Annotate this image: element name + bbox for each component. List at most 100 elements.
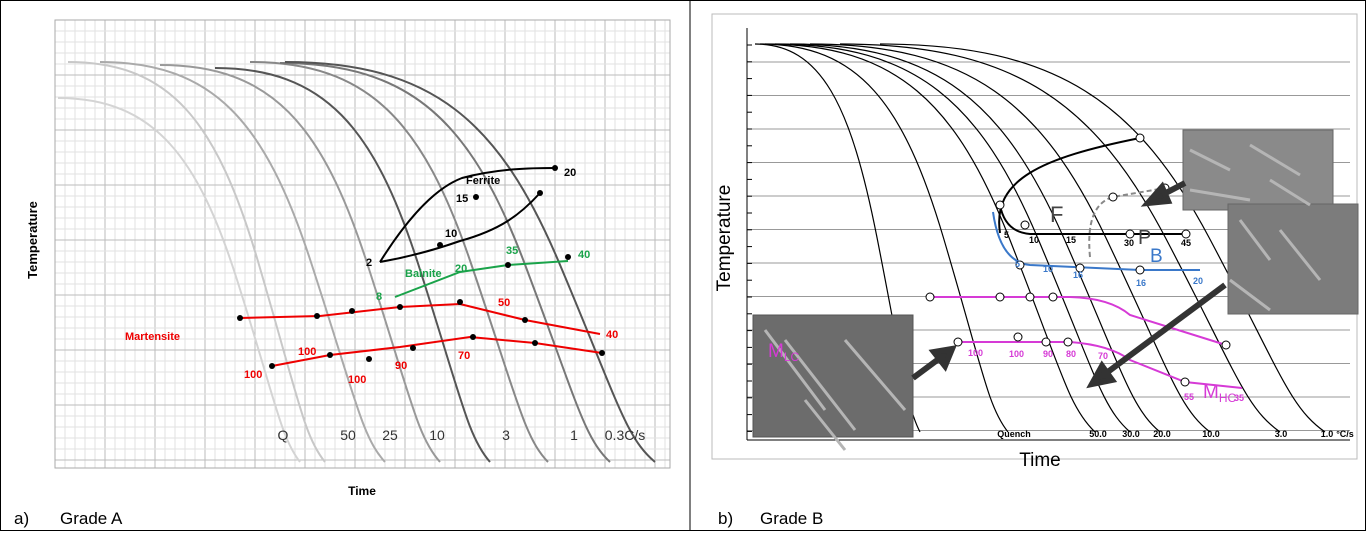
rate-label: 50: [340, 427, 356, 443]
point: [1125, 229, 1135, 239]
point-label: 90: [395, 360, 407, 372]
point: [349, 308, 355, 314]
point-label: 80: [1066, 349, 1076, 359]
phase-label: B: [1150, 246, 1163, 267]
rate-label: 3.0: [1275, 429, 1288, 439]
point: [269, 363, 275, 369]
martensite-line: [958, 341, 1243, 389]
cooling-curve: [284, 61, 656, 463]
y-axis-label: Temperature: [714, 185, 735, 292]
point: [1025, 292, 1035, 302]
point: [995, 200, 1005, 210]
point-label: 2: [366, 257, 372, 269]
points-b: [925, 133, 1231, 387]
point-label: 5: [1015, 259, 1020, 269]
point: [552, 165, 558, 171]
micrograph: [1227, 203, 1359, 315]
point-label: 90: [1043, 349, 1053, 359]
micrograph: [1182, 129, 1334, 211]
rate-label: 50.0: [1089, 429, 1107, 439]
point-label: 8: [376, 291, 382, 303]
point: [599, 350, 605, 356]
point: [522, 317, 528, 323]
point: [397, 304, 403, 310]
cooling-curve: [57, 97, 301, 463]
cooling-curve: [789, 43, 1161, 433]
point: [532, 340, 538, 346]
phase-label: F: [1050, 202, 1063, 227]
point-label: 40: [578, 249, 590, 261]
rate-label: 3: [502, 427, 510, 443]
caption-label: b): [718, 509, 733, 528]
phase-label: MHC: [1203, 382, 1236, 405]
point: [1063, 337, 1073, 347]
point-label: 16: [1073, 270, 1083, 280]
point-label: 35: [1234, 393, 1244, 403]
cooling-curve: [879, 43, 1326, 433]
cooling-curve: [99, 61, 386, 463]
point-label: 10: [445, 228, 457, 240]
rate-label: 1: [570, 427, 578, 443]
phase-label-sub: HC: [1219, 391, 1237, 405]
rate-label: 1.0: [1321, 429, 1334, 439]
point: [470, 334, 476, 340]
y-axis-label: Temperature: [25, 201, 40, 279]
point: [1135, 133, 1145, 143]
point-label: 100: [244, 369, 262, 381]
point-label: 45: [1181, 238, 1191, 248]
point-label: 70: [1098, 351, 1108, 361]
point-label: 20: [1193, 276, 1203, 286]
x-axis-label: Time: [348, 484, 376, 498]
rate-label: 20.0: [1153, 429, 1171, 439]
point: [327, 352, 333, 358]
point-label: 5: [1004, 230, 1009, 240]
rate-label: °C/s: [1336, 429, 1354, 439]
arrow: [911, 355, 942, 381]
pearlite-line: [1088, 187, 1166, 258]
cooling-curve: [764, 43, 1096, 433]
point: [1020, 220, 1030, 230]
micrograph: [752, 314, 914, 438]
texture: [763, 143, 1322, 451]
point: [925, 292, 935, 302]
rate-labels-a: Q 50 25 10 3 1 0.3C/s: [278, 427, 646, 443]
point-label: 20: [455, 263, 467, 275]
point: [537, 190, 543, 196]
point: [953, 337, 963, 347]
point-label: 16: [1136, 278, 1146, 288]
cooling-curve: [809, 43, 1211, 433]
plot-a-border: [54, 19, 671, 469]
phase-lines-a: [239, 167, 603, 367]
point-label: 50: [498, 297, 510, 309]
point: [1048, 292, 1058, 302]
point: [366, 356, 372, 362]
micrographs: [752, 129, 1359, 451]
point: [1181, 229, 1191, 239]
arrow: [1103, 282, 1227, 377]
point: [1041, 337, 1051, 347]
phase-label: Ferrite: [466, 175, 500, 187]
point: [505, 262, 511, 268]
point: [1075, 263, 1085, 273]
arrow-head: [1086, 360, 1118, 389]
point-label: 70: [458, 350, 470, 362]
rate-label: 25: [382, 427, 398, 443]
bainite-line: [394, 260, 569, 298]
ferrite-line: [998, 137, 1141, 234]
point: [1015, 260, 1025, 270]
rate-label: Quench: [997, 429, 1031, 439]
phase-label-sub: LC: [784, 350, 800, 364]
caption: Grade B: [760, 509, 823, 528]
point-label: 100: [298, 346, 316, 358]
point-label: 10: [1043, 264, 1053, 274]
cooling-curve: [159, 64, 441, 463]
martensite-line: [930, 296, 1227, 346]
point-label: 20: [564, 167, 576, 179]
ferrite-line: [999, 204, 1186, 235]
point: [237, 315, 243, 321]
cooling-curve: [279, 62, 611, 463]
phase-lines-b: [930, 137, 1243, 389]
rate-label: 0.3C/s: [605, 427, 645, 443]
rate-label: Q: [278, 427, 289, 443]
